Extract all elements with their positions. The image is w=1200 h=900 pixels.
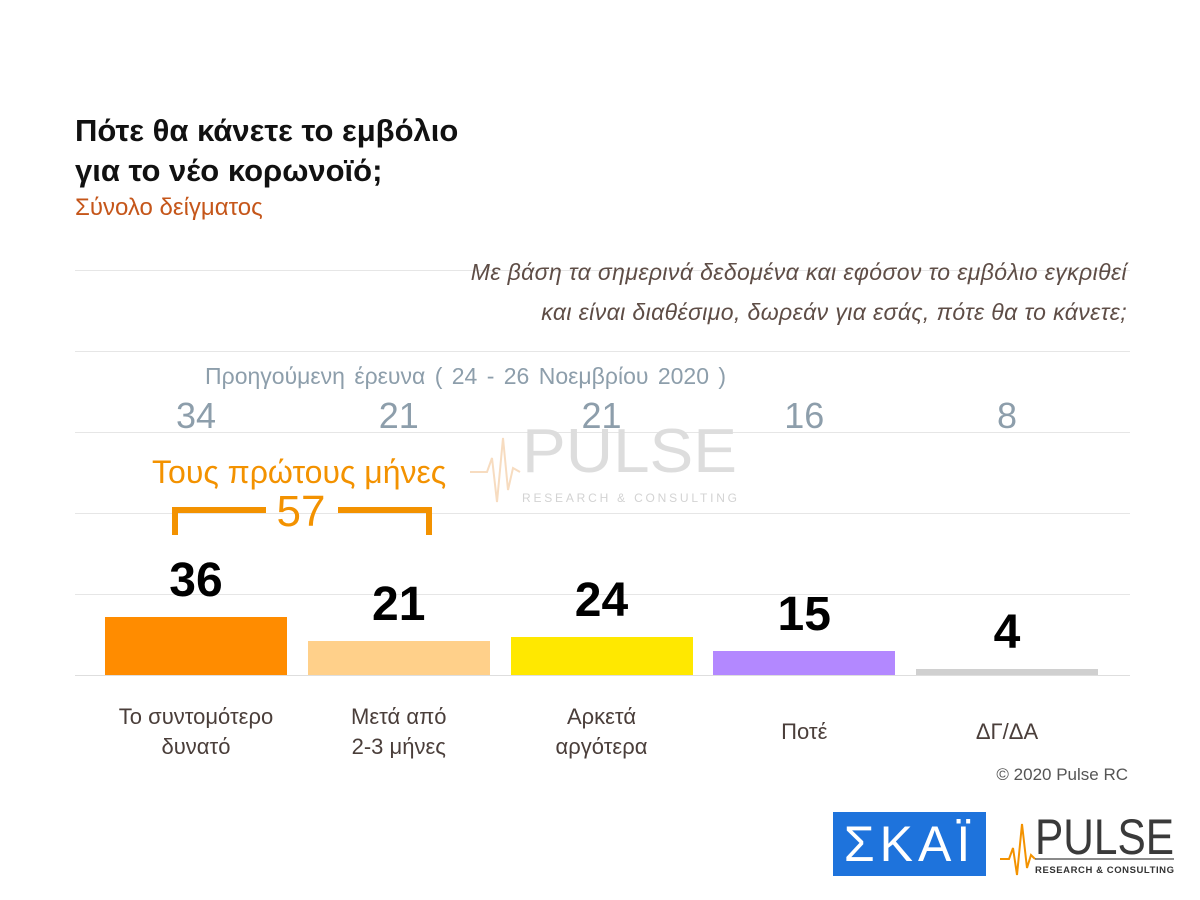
previous-value-label: 8: [996, 395, 1018, 436]
bar: [307, 641, 490, 675]
bar-value-label: 4: [993, 605, 1021, 659]
pulse-logo-name: PULSE: [1035, 812, 1174, 865]
survey-question: Με βάση τα σημερινά δεδομένα και εφόσον …: [470, 259, 1127, 325]
copyright: © 2020 Pulse RC: [996, 765, 1128, 784]
previous-value-label: 34: [175, 395, 217, 436]
bar-value-label: 21: [372, 578, 426, 632]
category-label: Ποτέ: [781, 719, 828, 744]
baseline: [75, 675, 1130, 676]
watermark-logo: PULSE RESEARCH & CONSULTING: [470, 417, 737, 505]
gridline: [75, 432, 1130, 433]
previous-value-label: 21: [581, 395, 622, 436]
pulse-logo: PULSE RESEARCH & CONSULTING: [1000, 812, 1174, 876]
gridline: [75, 594, 1130, 595]
skai-logo-text: ΣΚΑΪ: [843, 816, 976, 872]
previous-value-label: 21: [378, 395, 419, 436]
pulse-heartbeat-icon: [1000, 823, 1036, 876]
previous-survey-label: Προηγούμενη έρευνα ( 24 - 26 Νοεμβρίου 2…: [205, 363, 727, 389]
watermark-tagline: RESEARCH & CONSULTING: [522, 491, 737, 505]
previous-value-label: 16: [784, 395, 825, 436]
skai-logo: ΣΚΑΪ: [833, 812, 986, 876]
gridline: [75, 513, 1130, 514]
category-label: Μετά από 2-3 μήνες: [351, 704, 447, 759]
bar-value-label: 24: [574, 573, 629, 627]
category-label: ΔΓ/ΔΑ: [975, 719, 1039, 744]
gridline: [75, 351, 1130, 352]
bar-value-label: 36: [169, 554, 223, 608]
bar: [713, 651, 896, 675]
watermark-name: PULSE: [522, 417, 737, 486]
bar: [510, 636, 693, 675]
annotation-label: Τους πρώτους μήνες: [152, 454, 447, 490]
category-label: Το συντομότερο δυνατό: [118, 704, 274, 759]
chart-subtitle: Σύνολο δείγματος: [75, 194, 263, 221]
chart-title: Πότε θα κάνετε το εμβόλιο για το νέο κορ…: [75, 113, 459, 188]
category-label: Αρκετά αργότερα: [555, 704, 648, 759]
annotation-value: 57: [276, 487, 326, 536]
gridline: [75, 270, 1130, 271]
annotation-bracket: [172, 507, 432, 535]
watermark-heartbeat-icon: [470, 437, 521, 503]
pulse-logo-tagline: RESEARCH & CONSULTING: [1035, 865, 1174, 876]
bar: [916, 668, 1098, 675]
bar: [105, 617, 287, 675]
bar-value-label: 15: [777, 588, 831, 641]
